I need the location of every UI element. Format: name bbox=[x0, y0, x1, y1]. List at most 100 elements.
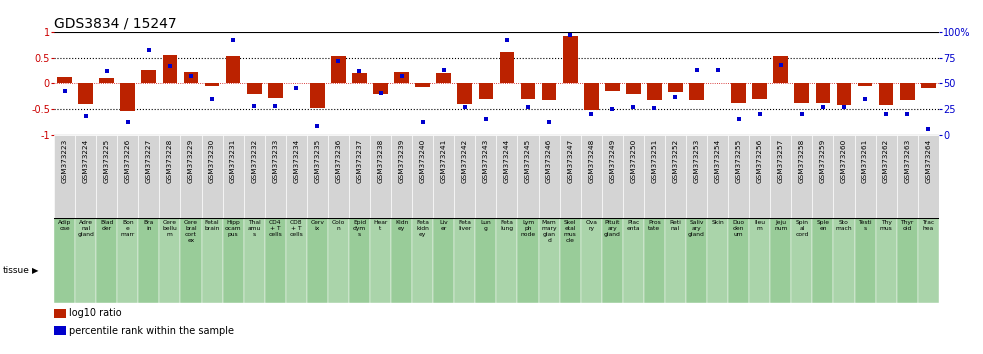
Text: Ova
ry: Ova ry bbox=[585, 220, 597, 231]
Bar bbox=[391, 135, 412, 218]
Text: Lym
ph
node: Lym ph node bbox=[520, 220, 536, 237]
Bar bbox=[159, 135, 181, 218]
Text: Feta
lung: Feta lung bbox=[500, 220, 513, 231]
Text: Pituit
ary
gland: Pituit ary gland bbox=[604, 220, 620, 237]
Bar bbox=[264, 218, 286, 303]
Bar bbox=[244, 135, 264, 218]
Bar bbox=[331, 57, 346, 83]
Bar bbox=[79, 83, 93, 104]
Bar bbox=[728, 135, 749, 218]
Bar bbox=[623, 135, 644, 218]
Text: Cere
bellu
m: Cere bellu m bbox=[162, 220, 177, 237]
Text: Thyr
oid: Thyr oid bbox=[900, 220, 914, 231]
Bar bbox=[689, 83, 704, 99]
Text: GSM373223: GSM373223 bbox=[62, 139, 68, 183]
Bar bbox=[310, 83, 324, 108]
Bar bbox=[521, 83, 536, 98]
Text: Cere
bral
cort
ex: Cere bral cort ex bbox=[184, 220, 198, 242]
Bar bbox=[602, 135, 623, 218]
Text: GSM373231: GSM373231 bbox=[230, 139, 236, 183]
Bar bbox=[876, 135, 896, 218]
Text: GSM373228: GSM373228 bbox=[167, 139, 173, 183]
Bar bbox=[436, 73, 451, 83]
Bar bbox=[181, 218, 202, 303]
Text: GSM373260: GSM373260 bbox=[841, 139, 847, 183]
Text: Trac
hea: Trac hea bbox=[922, 220, 935, 231]
Bar bbox=[665, 135, 686, 218]
Bar bbox=[686, 135, 707, 218]
Bar bbox=[857, 83, 873, 86]
Text: CD4
+ T
cells: CD4 + T cells bbox=[268, 220, 282, 237]
Bar bbox=[896, 135, 918, 218]
Text: Bon
e
marr: Bon e marr bbox=[121, 220, 135, 237]
Text: Fetal
brain: Fetal brain bbox=[204, 220, 220, 231]
Bar bbox=[559, 218, 581, 303]
Bar bbox=[99, 78, 114, 83]
Text: Saliv
ary
gland: Saliv ary gland bbox=[688, 220, 705, 237]
Bar bbox=[791, 218, 812, 303]
Bar bbox=[774, 57, 788, 83]
Bar bbox=[834, 135, 854, 218]
Bar bbox=[202, 135, 222, 218]
Text: GSM373250: GSM373250 bbox=[630, 139, 636, 183]
Bar bbox=[707, 135, 728, 218]
Text: GSM373248: GSM373248 bbox=[588, 139, 594, 183]
Text: GSM373252: GSM373252 bbox=[672, 139, 678, 183]
Text: GSM373225: GSM373225 bbox=[104, 139, 110, 183]
Bar bbox=[96, 218, 117, 303]
Text: Liv
er: Liv er bbox=[439, 220, 448, 231]
Bar bbox=[370, 135, 391, 218]
Bar bbox=[896, 218, 918, 303]
Bar bbox=[794, 83, 809, 103]
Bar bbox=[921, 83, 936, 88]
Bar bbox=[415, 83, 430, 87]
Text: GSM373263: GSM373263 bbox=[904, 139, 910, 183]
Text: Jeju
num: Jeju num bbox=[774, 220, 787, 231]
Bar bbox=[117, 135, 139, 218]
Bar bbox=[644, 218, 665, 303]
Bar bbox=[644, 135, 665, 218]
Bar bbox=[816, 83, 831, 103]
Text: GDS3834 / 15247: GDS3834 / 15247 bbox=[54, 17, 177, 31]
Text: GSM373258: GSM373258 bbox=[799, 139, 805, 183]
Bar bbox=[54, 218, 75, 303]
Bar bbox=[559, 135, 581, 218]
Text: Hear
t: Hear t bbox=[374, 220, 387, 231]
Text: Kidn
ey: Kidn ey bbox=[395, 220, 408, 231]
Text: Testi
s: Testi s bbox=[858, 220, 872, 231]
Text: GSM373235: GSM373235 bbox=[315, 139, 320, 183]
Text: GSM373259: GSM373259 bbox=[820, 139, 826, 183]
Bar bbox=[837, 83, 851, 105]
Bar bbox=[226, 56, 241, 83]
Bar bbox=[286, 135, 307, 218]
Text: Duo
den
um: Duo den um bbox=[732, 220, 745, 237]
Bar bbox=[749, 135, 771, 218]
Bar bbox=[374, 83, 388, 95]
Bar bbox=[267, 83, 283, 98]
Bar bbox=[879, 83, 894, 105]
Text: GSM373238: GSM373238 bbox=[377, 139, 383, 183]
Bar bbox=[244, 218, 264, 303]
Text: GSM373226: GSM373226 bbox=[125, 139, 131, 183]
Bar bbox=[412, 218, 434, 303]
Bar bbox=[686, 218, 707, 303]
Text: Sple
en: Sple en bbox=[817, 220, 830, 231]
Text: GSM373254: GSM373254 bbox=[715, 139, 721, 183]
Bar bbox=[834, 218, 854, 303]
Text: GSM373256: GSM373256 bbox=[757, 139, 763, 183]
Text: Epid
dym
s: Epid dym s bbox=[353, 220, 366, 237]
Bar bbox=[476, 218, 496, 303]
Bar bbox=[349, 135, 370, 218]
Bar bbox=[647, 83, 662, 99]
Bar bbox=[496, 135, 517, 218]
Text: Mam
mary
glan
d: Mam mary glan d bbox=[542, 220, 556, 242]
Text: Skel
etal
mus
cle: Skel etal mus cle bbox=[564, 220, 576, 242]
Bar bbox=[412, 135, 434, 218]
Bar bbox=[626, 83, 641, 95]
Bar bbox=[605, 83, 619, 91]
Bar bbox=[307, 135, 328, 218]
Bar bbox=[352, 73, 367, 83]
Text: Adre
nal
gland: Adre nal gland bbox=[78, 220, 94, 237]
Text: Skin: Skin bbox=[712, 220, 723, 225]
Text: Ileu
m: Ileu m bbox=[754, 220, 765, 231]
